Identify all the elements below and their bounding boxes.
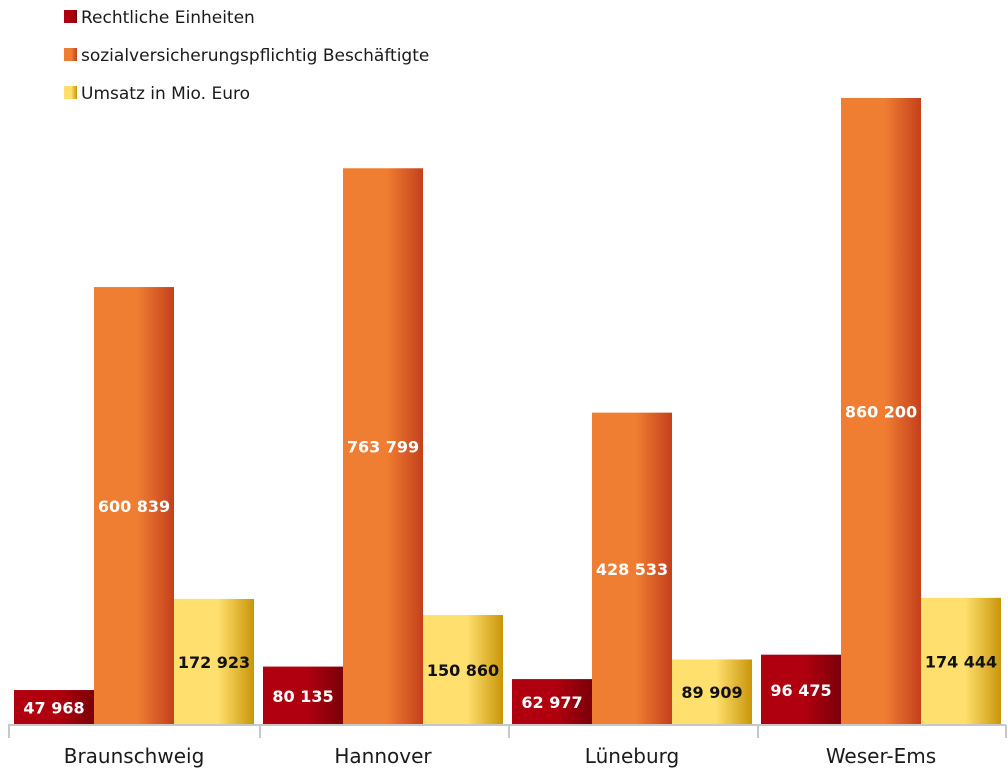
legend: Rechtliche Einheiten sozialversicherungsp… bbox=[64, 8, 429, 104]
bar-hannover-series-3 bbox=[423, 615, 503, 725]
value-label-lüneburg-series-2: 428 533 bbox=[596, 560, 668, 579]
legend-swatch-1 bbox=[64, 10, 77, 23]
value-label-braunschweig-series-2: 600 839 bbox=[98, 497, 170, 516]
bar-lüneburg-series-3 bbox=[672, 659, 752, 725]
category-label-weser-ems: Weser-Ems bbox=[826, 744, 936, 768]
value-label-weser-ems-series-2: 860 200 bbox=[845, 403, 917, 422]
value-label-lüneburg-series-3: 89 909 bbox=[681, 683, 742, 702]
legend-swatch-3 bbox=[64, 86, 77, 99]
value-label-hannover-series-2: 763 799 bbox=[347, 438, 419, 457]
legend-label-2: sozialversicherungspflichtig Beschäftigt… bbox=[81, 46, 429, 66]
category-label-hannover: Hannover bbox=[334, 744, 432, 768]
x-axis: Braunschweig Hannover Lüneburg Weser-Ems bbox=[8, 724, 1007, 768]
value-label-weser-ems-series-3: 174 444 bbox=[925, 652, 997, 671]
bar-braunschweig-series-1 bbox=[14, 690, 94, 725]
category-label-lüneburg: Lüneburg bbox=[585, 744, 679, 768]
bar-lüneburg-series-2 bbox=[592, 412, 672, 725]
legend-label-1: Rechtliche Einheiten bbox=[81, 8, 255, 28]
bar-weser-ems-series-2 bbox=[841, 98, 921, 725]
bar-weser-ems-series-1 bbox=[761, 654, 841, 725]
bar-hannover-series-1 bbox=[263, 666, 343, 725]
value-label-weser-ems-series-1: 96 475 bbox=[770, 681, 831, 700]
legend-swatch-2 bbox=[64, 48, 77, 61]
bar-braunschweig-series-2 bbox=[94, 287, 174, 725]
bar-hannover-series-2 bbox=[343, 168, 423, 725]
value-label-braunschweig-series-1: 47 968 bbox=[23, 699, 84, 718]
value-label-lüneburg-series-1: 62 977 bbox=[521, 693, 582, 712]
bar-braunschweig-series-3 bbox=[174, 598, 254, 725]
bar-weser-ems-series-3 bbox=[921, 597, 1001, 725]
value-label-braunschweig-series-3: 172 923 bbox=[178, 653, 250, 672]
value-label-hannover-series-3: 150 860 bbox=[427, 661, 499, 680]
category-label-braunschweig: Braunschweig bbox=[64, 744, 205, 768]
value-label-hannover-series-1: 80 135 bbox=[272, 687, 333, 706]
legend-label-3: Umsatz in Mio. Euro bbox=[81, 84, 250, 104]
bar-lüneburg-series-1 bbox=[512, 679, 592, 725]
bars: 47 968 600 839 172 923 80 135 763 799 150 860… bbox=[14, 98, 1001, 725]
